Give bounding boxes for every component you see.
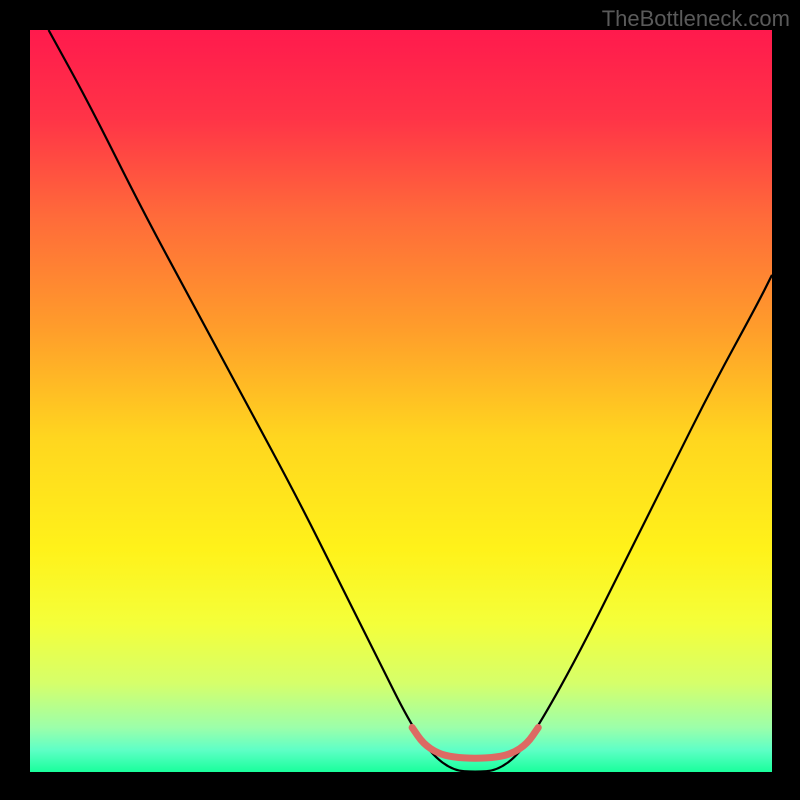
chart-container (30, 30, 772, 772)
bottleneck-chart (30, 30, 772, 772)
chart-background (30, 30, 772, 772)
watermark-text: TheBottleneck.com (602, 6, 790, 32)
